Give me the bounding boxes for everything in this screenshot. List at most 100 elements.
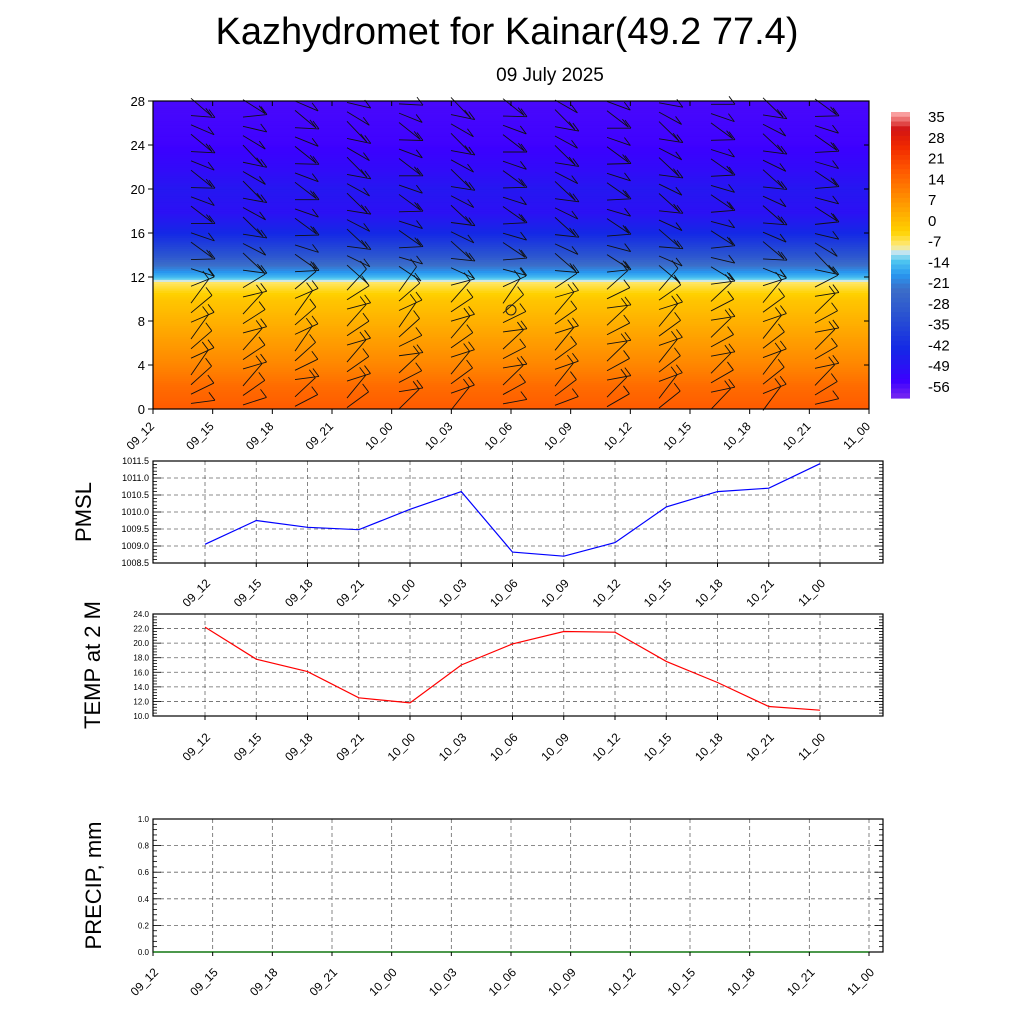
wind-barb-flag [412, 345, 420, 355]
colorbar-label: -35 [928, 317, 950, 334]
y-tick-label: 8 [138, 314, 145, 329]
wind-barb-flag [258, 336, 266, 346]
y-axis-title: PMSL [71, 482, 96, 542]
panel-frame [152, 818, 884, 953]
wind-barb-staff [606, 375, 631, 381]
wind-barb-staff [450, 386, 470, 411]
wind-barb-staff [242, 144, 263, 167]
x-tick-label: 10_09 [538, 730, 572, 764]
wind-barb-staff [398, 194, 421, 211]
wind-barb-flag [571, 246, 579, 255]
wind-barb-staff [814, 327, 839, 333]
wind-barb-flag [726, 201, 734, 210]
wind-barb-staff [190, 347, 215, 359]
wind-barb-staff [294, 358, 319, 371]
wind-barb-flag [310, 261, 318, 270]
wind-barb-staff [450, 332, 474, 349]
wind-barb-staff [710, 352, 732, 374]
heatmap-band [153, 402, 869, 406]
x-tick-label: 11_00 [795, 576, 828, 609]
wind-barb-flag [205, 108, 213, 117]
heatmap-band [153, 398, 869, 401]
wind-barb-flag [727, 326, 734, 335]
wind-barb-staff [346, 255, 371, 268]
wind-barb-flag [362, 348, 370, 357]
wind-barb-staff [606, 110, 629, 128]
wind-barb-flag [570, 335, 577, 345]
wind-barb-flag [622, 189, 630, 199]
wind-barb-flag [258, 105, 266, 114]
wind-barb-flag [201, 341, 209, 351]
wind-barb-flag [308, 369, 316, 379]
wind-barb-staff [606, 358, 630, 372]
wind-barb-flag [360, 169, 368, 178]
wind-barb-staff [814, 170, 838, 186]
x-tick-label: 09_12 [180, 730, 214, 764]
wind-barb-flag [676, 134, 684, 143]
wind-barb-staff [242, 361, 267, 370]
colorbar-swatch [891, 369, 910, 375]
colorbar-swatch [891, 264, 910, 270]
heatmap-band [153, 151, 869, 155]
x-tick-label: 09_18 [282, 576, 316, 610]
wind-barb-flag [207, 161, 215, 171]
wind-barb-flag [519, 373, 526, 383]
wind-barb-staff [502, 124, 527, 135]
wind-barb-flag [416, 344, 424, 353]
wind-barb-flag [572, 228, 580, 238]
wind-barb-flag [207, 304, 215, 313]
colorbar-swatch [891, 231, 910, 237]
heatmap-band [153, 158, 869, 161]
series-line [204, 626, 821, 711]
x-tick-label: 10_03 [436, 576, 470, 610]
x-tick-label: 10_06 [487, 576, 521, 610]
heatmap-band [153, 140, 869, 144]
x-tick-label: 09_21 [333, 730, 367, 764]
wind-barb-flag [675, 364, 683, 374]
wind-barb-staff [502, 311, 527, 324]
heatmap-band [153, 114, 869, 117]
wind-barb-flag [415, 327, 423, 336]
wind-barb-staff [398, 210, 424, 213]
wind-barb-staff [242, 180, 264, 202]
colorbar-swatch [891, 135, 910, 142]
wind-barb-flag [260, 318, 267, 327]
wind-barb-flag [364, 205, 372, 215]
wind-barb-flag [779, 233, 787, 243]
heatmap-band [153, 285, 869, 289]
wind-barb-flag [364, 294, 371, 304]
wind-barb-staff [502, 381, 526, 395]
wind-barb-staff [450, 222, 475, 227]
heatmap-band [153, 171, 869, 175]
heatmap-band [153, 387, 869, 390]
colorbar-label: -42 [928, 337, 950, 354]
wind-barb-staff [242, 243, 266, 256]
colorbar-swatch [891, 212, 910, 218]
colorbar-swatch [891, 221, 910, 227]
wind-barb-staff [346, 304, 367, 327]
wind-barb-staff [658, 147, 682, 161]
heatmap-band [153, 129, 869, 133]
heatmap-band [153, 349, 869, 353]
wind-barb-staff [242, 161, 267, 168]
colorbar-swatch [891, 340, 910, 347]
wind-barb-flag [363, 152, 370, 161]
wind-barb-flag [466, 359, 473, 369]
wind-barb-staff [658, 374, 678, 399]
wind-barb-flag [360, 133, 368, 143]
wind-barb-flag [624, 332, 632, 341]
wind-barb-staff [762, 315, 782, 339]
wind-barb-flag [205, 287, 213, 296]
colorbar-swatch [891, 321, 910, 328]
wind-barb-staff [554, 362, 574, 387]
wind-barb-flag [728, 378, 736, 388]
wind-barb-flag [832, 319, 840, 329]
heatmap-band [153, 215, 869, 219]
wind-barb-flag [623, 101, 631, 111]
wind-barb-flag [361, 275, 368, 284]
heatmap-band [153, 310, 869, 313]
wind-barb-staff [242, 290, 267, 298]
wind-barb-staff [294, 271, 317, 290]
colorbar-swatch [891, 250, 910, 256]
wind-barb-staff [710, 230, 734, 246]
